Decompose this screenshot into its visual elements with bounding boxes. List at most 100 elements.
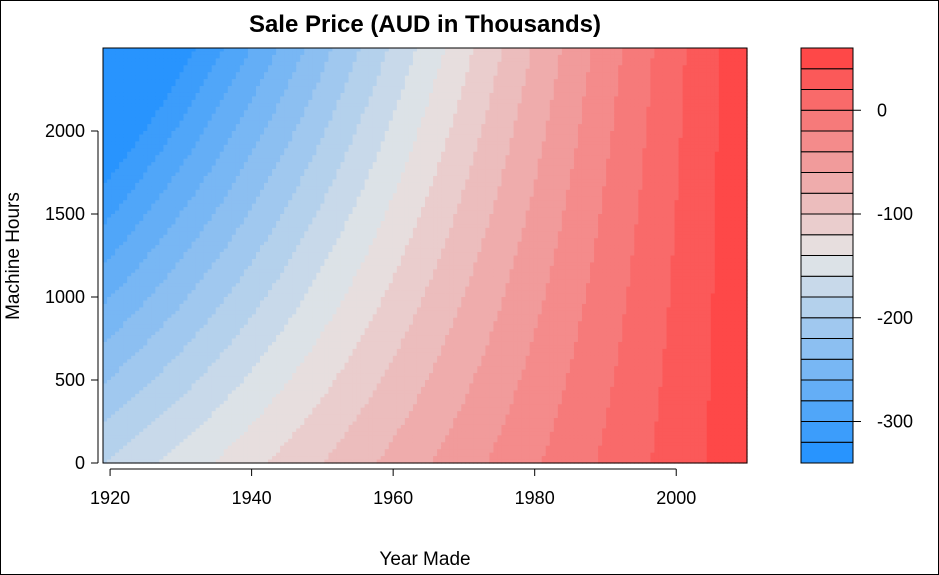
contour-cell-4250 [465, 138, 470, 142]
contour-cell-3189 [703, 114, 708, 118]
contour-cell-911 [550, 65, 555, 69]
contour-cell-4705 [365, 148, 370, 152]
contour-cell-4296 [650, 138, 655, 142]
contour-cell-4809 [139, 152, 144, 156]
contour-cell-4738 [497, 148, 502, 152]
contour-cell-2965 [445, 110, 450, 114]
contour-cell-1093 [638, 69, 643, 73]
contour-cell-8 [135, 48, 140, 52]
contour-cell-1172 [312, 72, 317, 76]
contour-cell-4816 [167, 152, 172, 156]
contour-cell-4173 [155, 138, 160, 142]
contour-cell-1369 [461, 76, 466, 80]
contour-cell-1696 [489, 83, 494, 87]
contour-cell-3530 [143, 124, 148, 128]
contour-cell-4256 [489, 138, 494, 142]
contour-cell-4238 [417, 138, 422, 142]
contour-cell-3176 [650, 114, 655, 118]
contour-cell-1050 [465, 69, 470, 73]
contour-cell-2766 [288, 107, 293, 111]
contour-cell-807 [131, 65, 136, 69]
contour-cell-1988 [377, 90, 382, 94]
contour-cell-1154 [240, 72, 245, 76]
contour-cell-2070 [707, 90, 712, 94]
contour-cell-3140 [506, 114, 511, 118]
contour-cell-440 [586, 55, 591, 59]
contour-cell-3626 [530, 124, 535, 128]
contour-cell-4752 [554, 148, 559, 152]
contour-cell-4565 [445, 145, 450, 149]
contour-cell-2938 [336, 110, 341, 114]
contour-cell-3858 [175, 131, 180, 135]
contour-cell-121 [590, 48, 595, 52]
contour-cell-1236 [570, 72, 575, 76]
contour-cell-3566 [288, 124, 293, 128]
contour-cell-3865 [204, 131, 209, 135]
contour-cell-4678 [256, 148, 261, 152]
contour-cell-1296 [167, 76, 172, 80]
contour-cell-3846 [127, 131, 132, 135]
contour-cell-2295 [324, 96, 329, 100]
contour-cell-1698 [497, 83, 502, 87]
contour-cell-2175 [485, 93, 490, 97]
contour-cell-742 [514, 62, 519, 66]
contour-cell-3629 [542, 124, 547, 128]
contour-cell-865 [365, 65, 370, 69]
contour-cell-3913 [397, 131, 402, 135]
contour-cell-2331 [469, 96, 474, 100]
contour-cell-4839 [260, 152, 265, 156]
contour-cell-2720 [103, 107, 108, 111]
contour-cell-2911 [228, 110, 233, 114]
contour-cell-4016 [167, 134, 172, 138]
contour-cell-4315 [727, 138, 732, 142]
contour-cell-3857 [171, 131, 176, 135]
contour-cell-4031 [228, 134, 233, 138]
contour-cell-3623 [518, 124, 523, 128]
contour-cell-2204 [602, 93, 607, 97]
contour-cell-3695 [163, 128, 168, 132]
contour-cell-3554 [240, 124, 245, 128]
contour-cell-21 [188, 48, 193, 52]
contour-cell-1840 [425, 86, 430, 90]
contour-cell-155 [727, 48, 732, 52]
contour-cell-1359 [421, 76, 426, 80]
contour-cell-214 [320, 51, 325, 55]
contour-cell-430 [546, 55, 551, 59]
contour-cell-3946 [530, 131, 535, 135]
contour-cell-3960 [586, 131, 591, 135]
contour-cell-4692 [312, 148, 317, 152]
contour-cell-4623 [679, 145, 684, 149]
contour-cell-3795 [566, 128, 571, 132]
contour-cell-437 [574, 55, 579, 59]
contour-cell-263 [518, 51, 523, 55]
contour-cell-2763 [276, 107, 281, 111]
contour-cell-1710 [546, 83, 551, 87]
contour-cell-2833 [558, 107, 563, 111]
contour-cell-1813 [316, 86, 321, 90]
contour-cell-3521 [107, 124, 112, 128]
contour-cell-1977 [332, 90, 337, 94]
contour-cell-1156 [248, 72, 253, 76]
contour-cell-301 [671, 51, 676, 55]
contour-cell-1727 [614, 83, 619, 87]
contour-cell-966 [127, 69, 132, 73]
contour-cell-2391 [711, 96, 716, 100]
contour-cell-780 [667, 62, 672, 66]
contour-cell-2973 [477, 110, 482, 114]
contour-cell-924 [602, 65, 607, 69]
contour-cell-969 [139, 69, 144, 73]
contour-cell-4926 [610, 152, 615, 156]
contour-cell-1183 [357, 72, 362, 76]
contour-cell-225 [365, 51, 370, 55]
contour-cell-1186 [369, 72, 374, 76]
contour-cell-3887 [292, 131, 297, 135]
contour-cell-1218 [497, 72, 502, 76]
contour-cell-2918 [256, 110, 261, 114]
contour-cell-3740 [345, 128, 350, 132]
contour-cell-1013 [316, 69, 321, 73]
contour-cell-3614 [481, 124, 486, 128]
contour-cell-4549 [381, 145, 386, 149]
contour-cell-2011 [469, 90, 474, 94]
contour-cell-3266 [369, 117, 374, 121]
contour-cell-3991 [711, 131, 716, 135]
